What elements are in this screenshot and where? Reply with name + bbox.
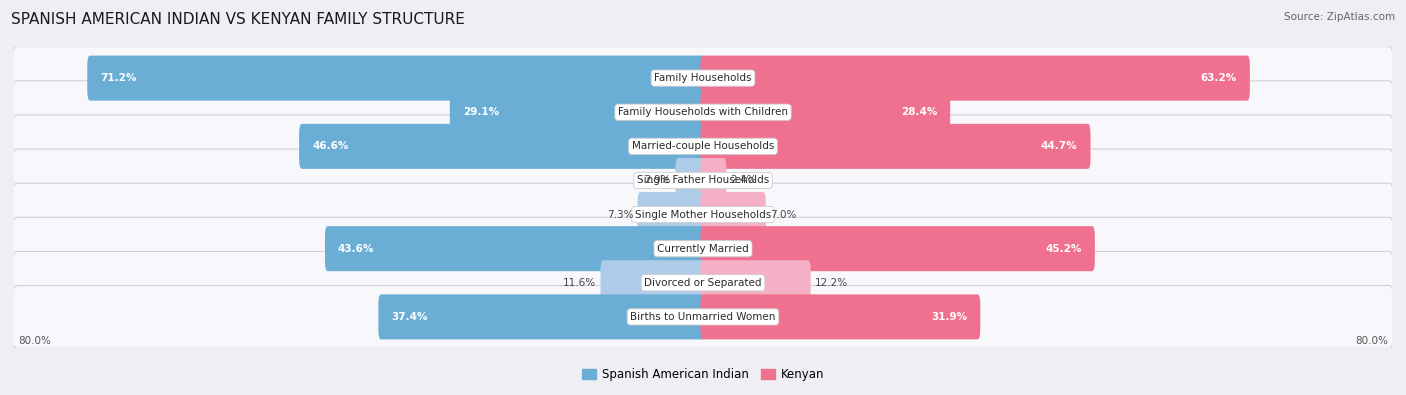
FancyBboxPatch shape — [450, 90, 706, 135]
Text: 11.6%: 11.6% — [562, 278, 596, 288]
Text: 63.2%: 63.2% — [1201, 73, 1237, 83]
FancyBboxPatch shape — [13, 183, 1393, 246]
FancyBboxPatch shape — [325, 226, 706, 271]
FancyBboxPatch shape — [700, 158, 727, 203]
FancyBboxPatch shape — [87, 56, 706, 101]
Text: 2.9%: 2.9% — [644, 175, 671, 185]
Text: 7.3%: 7.3% — [607, 210, 633, 220]
Text: 28.4%: 28.4% — [901, 107, 938, 117]
FancyBboxPatch shape — [13, 81, 1393, 144]
FancyBboxPatch shape — [700, 226, 1095, 271]
FancyBboxPatch shape — [675, 158, 706, 203]
Text: 31.9%: 31.9% — [931, 312, 967, 322]
Text: Family Households with Children: Family Households with Children — [619, 107, 787, 117]
Text: 71.2%: 71.2% — [100, 73, 136, 83]
Text: Single Father Households: Single Father Households — [637, 175, 769, 185]
FancyBboxPatch shape — [13, 251, 1393, 314]
Legend: Spanish American Indian, Kenyan: Spanish American Indian, Kenyan — [582, 368, 824, 381]
FancyBboxPatch shape — [700, 294, 980, 339]
Text: 45.2%: 45.2% — [1046, 244, 1083, 254]
FancyBboxPatch shape — [700, 124, 1091, 169]
Text: 80.0%: 80.0% — [18, 337, 51, 346]
Text: 2.4%: 2.4% — [731, 175, 756, 185]
FancyBboxPatch shape — [637, 192, 706, 237]
Text: Married-couple Households: Married-couple Households — [631, 141, 775, 151]
Text: 12.2%: 12.2% — [815, 278, 848, 288]
FancyBboxPatch shape — [13, 217, 1393, 280]
Text: 43.6%: 43.6% — [337, 244, 374, 254]
FancyBboxPatch shape — [13, 149, 1393, 212]
Text: Currently Married: Currently Married — [657, 244, 749, 254]
Text: Source: ZipAtlas.com: Source: ZipAtlas.com — [1284, 12, 1395, 22]
FancyBboxPatch shape — [13, 47, 1393, 109]
FancyBboxPatch shape — [378, 294, 706, 339]
Text: SPANISH AMERICAN INDIAN VS KENYAN FAMILY STRUCTURE: SPANISH AMERICAN INDIAN VS KENYAN FAMILY… — [11, 12, 465, 27]
Text: 46.6%: 46.6% — [312, 141, 349, 151]
FancyBboxPatch shape — [700, 260, 811, 305]
FancyBboxPatch shape — [700, 90, 950, 135]
Text: 29.1%: 29.1% — [463, 107, 499, 117]
Text: 44.7%: 44.7% — [1040, 141, 1077, 151]
Text: 7.0%: 7.0% — [770, 210, 797, 220]
FancyBboxPatch shape — [13, 286, 1393, 348]
FancyBboxPatch shape — [13, 115, 1393, 178]
Text: 37.4%: 37.4% — [391, 312, 427, 322]
Text: Births to Unmarried Women: Births to Unmarried Women — [630, 312, 776, 322]
Text: Divorced or Separated: Divorced or Separated — [644, 278, 762, 288]
Text: 80.0%: 80.0% — [1355, 337, 1388, 346]
Text: Single Mother Households: Single Mother Households — [636, 210, 770, 220]
FancyBboxPatch shape — [600, 260, 706, 305]
FancyBboxPatch shape — [700, 56, 1250, 101]
FancyBboxPatch shape — [700, 192, 766, 237]
FancyBboxPatch shape — [299, 124, 706, 169]
Text: Family Households: Family Households — [654, 73, 752, 83]
